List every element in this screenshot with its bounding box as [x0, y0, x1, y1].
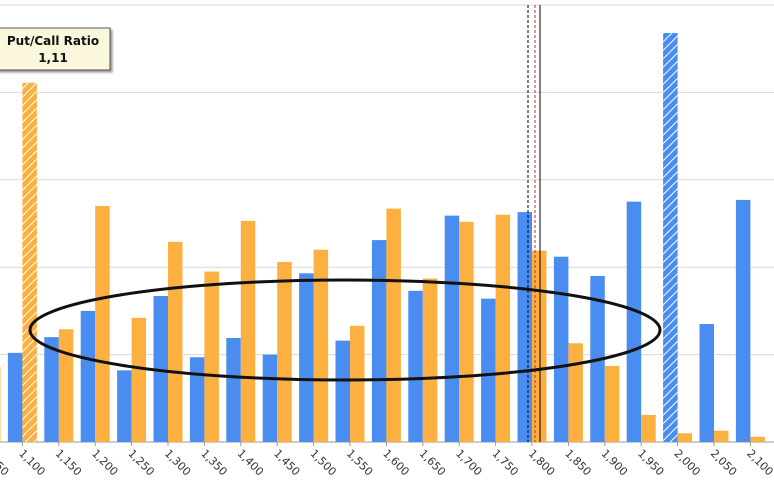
x-tick-label: 2,050	[708, 447, 739, 478]
bar	[735, 199, 751, 442]
bar	[626, 201, 642, 442]
bar	[262, 354, 278, 442]
bar	[386, 208, 401, 442]
x-tick-label: 1,900	[599, 447, 630, 478]
bar	[677, 433, 693, 442]
bar	[699, 324, 714, 442]
tooltip-value: 1,11	[38, 51, 68, 65]
x-labels: 1,050 1,100 1,150 1,200 1,250 1,300 1,350 1,400…	[0, 442, 774, 478]
x-tick-label: 1,650	[417, 447, 448, 478]
x-tick-label: 1,350	[198, 447, 229, 478]
x-tick-label: 1,300	[162, 447, 193, 478]
bar	[714, 430, 729, 442]
bar	[641, 414, 656, 442]
bar	[517, 212, 532, 442]
bar	[604, 365, 620, 442]
x-tick-label: 1,800	[526, 447, 557, 478]
bar	[80, 310, 96, 442]
bar	[226, 337, 241, 442]
x-tick-label: 1,050	[0, 447, 11, 478]
bar	[168, 241, 183, 442]
bar	[153, 296, 168, 442]
x-tick-label: 1,750	[489, 447, 520, 478]
bar	[371, 240, 387, 442]
bar	[204, 271, 219, 442]
bar	[335, 340, 350, 442]
bar-hatch	[22, 82, 37, 442]
bar	[277, 261, 292, 442]
bar	[444, 215, 460, 442]
bar	[422, 278, 438, 442]
tooltip-title: Put/Call Ratio	[7, 34, 99, 48]
bar	[131, 317, 147, 442]
bar	[350, 325, 365, 442]
x-tick-label: 1,600	[380, 447, 411, 478]
x-tick-label: 1,150	[53, 447, 84, 478]
x-tick-label: 1,850	[562, 447, 593, 478]
bars	[0, 32, 765, 443]
tooltip-box	[0, 27, 111, 71]
bar	[299, 273, 314, 442]
bar	[7, 352, 23, 442]
x-tick-label: 1,550	[344, 447, 375, 478]
bar	[750, 436, 765, 442]
x-tick-label: 1,500	[307, 447, 338, 478]
bar	[553, 256, 569, 442]
x-tick-label: 1,450	[271, 447, 302, 478]
bar	[532, 250, 547, 442]
bar	[0, 366, 1, 442]
highlight-ellipse	[28, 278, 662, 382]
x-tick-label: 1,200	[89, 447, 120, 478]
x-tick-label: 1,100	[16, 447, 47, 478]
tooltip: Put/Call Ratio 1,11	[0, 27, 111, 71]
bar	[95, 206, 110, 442]
x-tick-label: 2,000	[671, 447, 702, 478]
bar	[189, 357, 205, 442]
bar	[240, 220, 256, 442]
bar	[481, 298, 496, 442]
bar	[58, 329, 74, 442]
bar-hatch	[663, 32, 678, 443]
bar	[495, 214, 511, 442]
x-tick-label: 1,250	[125, 447, 156, 478]
x-tick-label: 1,400	[235, 447, 266, 478]
x-tick-label: 1,950	[635, 447, 666, 478]
bar	[313, 249, 329, 442]
bar	[568, 343, 583, 442]
bar	[44, 337, 59, 442]
x-tick-label: 1,700	[453, 447, 484, 478]
x-tick-label: 2,100	[744, 447, 774, 478]
bar	[117, 370, 132, 442]
bar	[459, 221, 474, 442]
bar	[408, 290, 423, 442]
